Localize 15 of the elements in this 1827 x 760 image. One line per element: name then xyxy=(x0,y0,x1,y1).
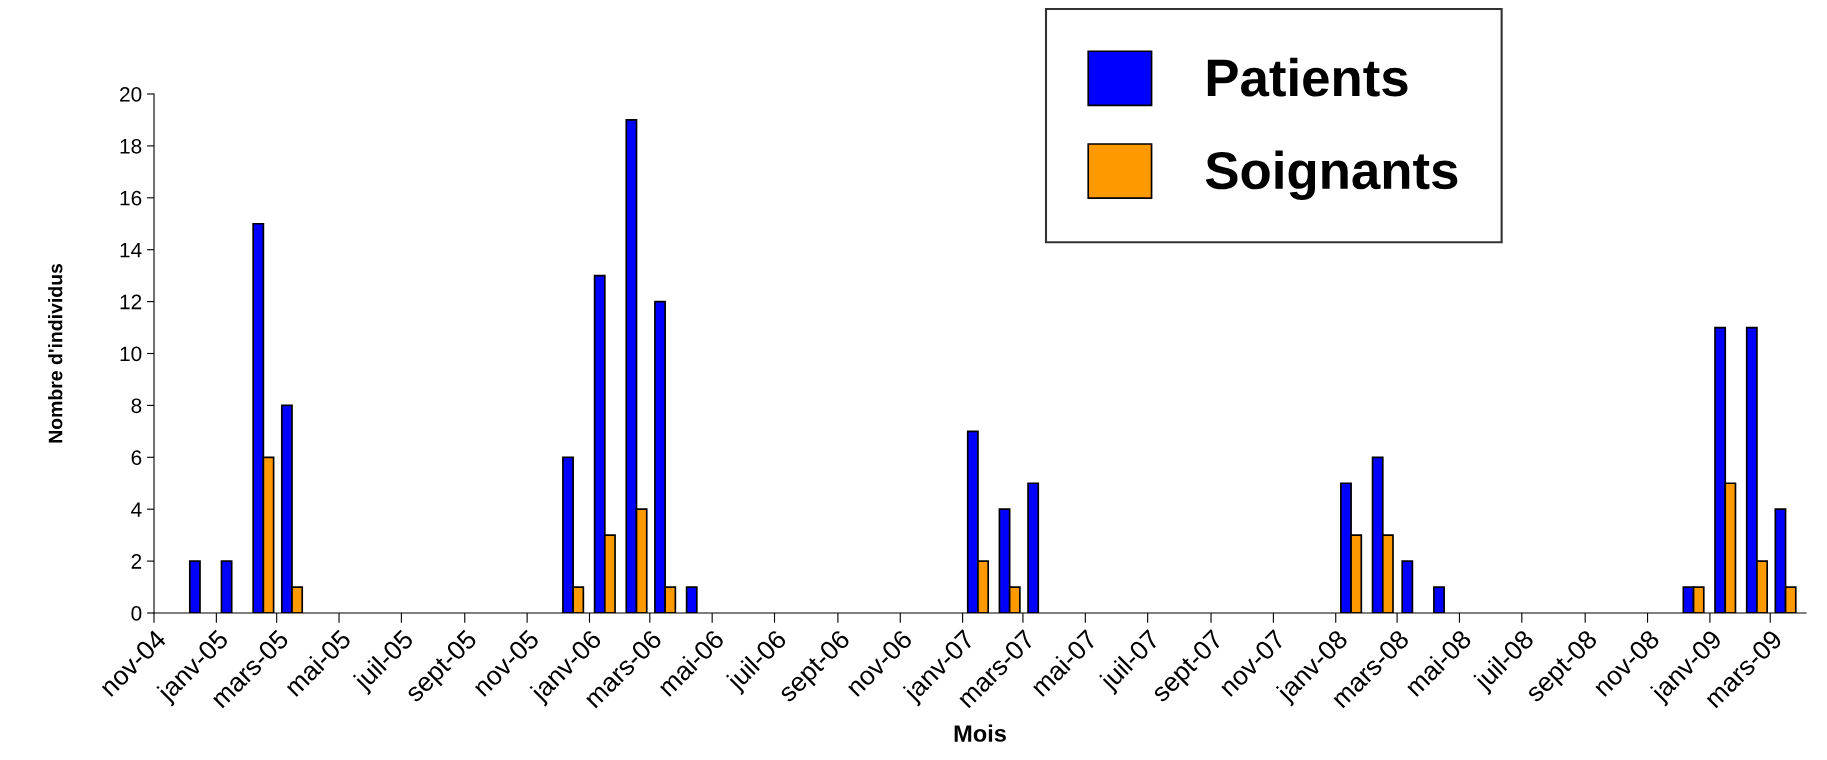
y-tick-label: 4 xyxy=(131,502,142,517)
y-tick-label: 12 xyxy=(120,294,142,310)
legend-label: Patients xyxy=(1207,57,1408,97)
y-tick-label: 8 xyxy=(131,398,142,414)
y-tick-label: 6 xyxy=(131,450,142,466)
legend-label: Soignants xyxy=(1205,150,1458,201)
y-tick-label: 2 xyxy=(131,554,142,569)
y-tick-label: 0 xyxy=(131,606,142,621)
y-tick-label: 16 xyxy=(120,190,142,206)
y-tick-label: 14 xyxy=(120,242,142,258)
x-axis-title: Mois xyxy=(954,724,1006,742)
y-axis-title: Nombre d'individus xyxy=(48,263,63,443)
y-tick-label: 18 xyxy=(120,138,142,154)
y-tick-label: 10 xyxy=(120,346,142,362)
y-tick-label: 20 xyxy=(120,87,142,102)
